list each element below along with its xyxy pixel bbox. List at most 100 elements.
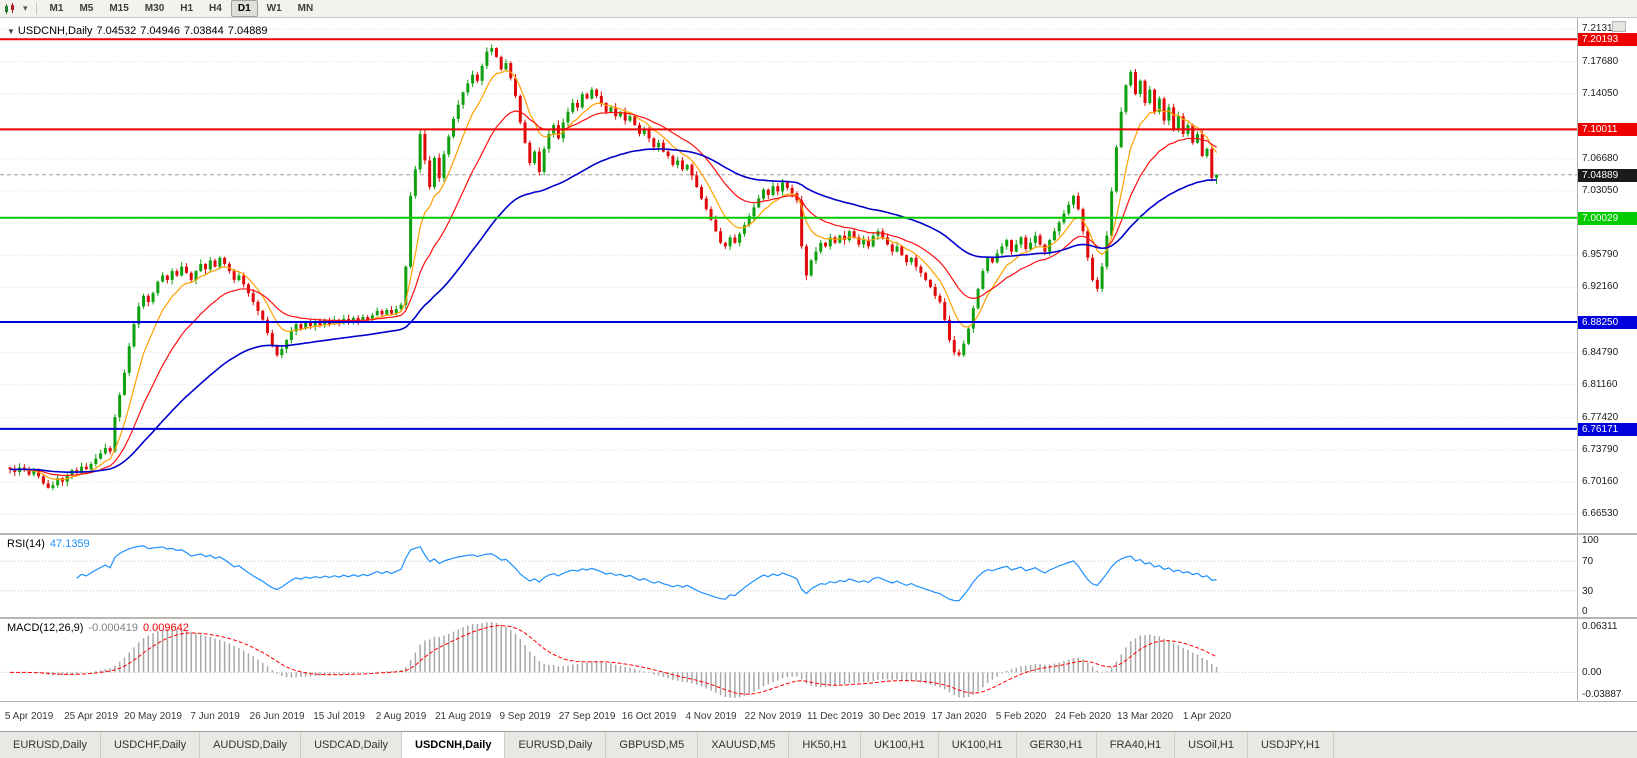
support-resistance-lines xyxy=(0,38,1577,430)
chart-tabbar: EURUSD,Daily USDCHF,Daily AUDUSD,Daily USDC… xyxy=(0,731,1637,758)
price-grid xyxy=(0,28,1577,515)
chart-tab-hk50-h1[interactable]: HK50,H1 xyxy=(789,732,862,758)
price-chart-canvas[interactable] xyxy=(0,18,1577,533)
date-label: 30 Dec 2019 xyxy=(868,711,926,722)
timeframe-toolbar: ▾ M1 M5 M15 M30 H1 H4 D1 W1 MN xyxy=(0,0,1637,18)
rsi-line xyxy=(76,545,1217,602)
price-tick: 7.14050 xyxy=(1582,87,1619,99)
date-label: 4 Nov 2019 xyxy=(685,711,737,722)
chart-tab-usdcad-daily[interactable]: USDCAD,Daily xyxy=(301,732,403,758)
panel-splitter[interactable] xyxy=(0,617,1637,619)
macd-main-value: -0.000419 xyxy=(88,622,138,634)
date-label: 20 May 2019 xyxy=(124,711,182,722)
level-price-badge: 7.00029 xyxy=(1578,211,1637,225)
chart-tab-uk100-h1[interactable]: UK100,H1 xyxy=(861,732,939,758)
price-tick: 6.95790 xyxy=(1582,249,1619,261)
timeframe-button-m5[interactable]: M5 xyxy=(79,3,94,14)
date-label: 7 Jun 2019 xyxy=(190,711,240,722)
rsi-header: RSI(14) 47.1359 xyxy=(7,538,95,550)
price-tick: 6.84790 xyxy=(1582,346,1619,358)
current-price-badge: 7.04889 xyxy=(1578,168,1637,182)
rsi-panel[interactable]: RSI(14) 47.1359 100 70 30 0 xyxy=(0,535,1637,617)
timeframe-button-d1[interactable]: D1 xyxy=(230,0,258,17)
date-label: 22 Nov 2019 xyxy=(744,711,802,722)
timeframe-button-h1[interactable]: H1 xyxy=(180,3,194,14)
chart-tab-xauusd-m5[interactable]: XAUUSD,M5 xyxy=(698,732,790,758)
date-label: 9 Sep 2019 xyxy=(499,711,551,722)
price-chart-panel[interactable]: ▼ USDCNH,Daily 7.04532 7.04946 7.03844 7.0488… xyxy=(0,18,1637,533)
price-tick: 6.70160 xyxy=(1582,476,1619,488)
panel-splitter[interactable] xyxy=(0,533,1637,535)
date-label: 24 Feb 2020 xyxy=(1054,711,1112,722)
rsi-tick: 0 xyxy=(1582,606,1588,617)
price-tick: 7.03050 xyxy=(1582,184,1619,196)
chart-tab-fra40-h1[interactable]: FRA40,H1 xyxy=(1096,732,1176,758)
chart-title-caret-icon: ▼ xyxy=(7,27,15,36)
chart-tab-usoil-h1[interactable]: USOil,H1 xyxy=(1175,732,1248,758)
rsi-tick: 100 xyxy=(1582,535,1599,546)
price-axis[interactable]: 7.213107.176807.140507.066807.030506.994… xyxy=(1577,18,1637,533)
ohlc-close: 7.04889 xyxy=(227,25,268,37)
date-label: 13 Mar 2020 xyxy=(1116,711,1174,722)
date-label: 2 Aug 2019 xyxy=(375,711,427,722)
level-price-badge: 7.20193 xyxy=(1578,33,1637,47)
macd-header: MACD(12,26,9) -0.000419 0.009642 xyxy=(7,622,194,634)
date-label: 16 Oct 2019 xyxy=(621,711,677,722)
date-label: 5 Feb 2020 xyxy=(995,711,1047,722)
timeframe-button-m1[interactable]: M1 xyxy=(49,3,64,14)
timeframe-button-mn[interactable]: MN xyxy=(297,3,314,14)
toolbar-separator xyxy=(35,2,37,15)
price-tick: 7.06680 xyxy=(1582,152,1619,164)
chart-tab-audusd-daily[interactable]: AUDUSD,Daily xyxy=(200,732,302,758)
date-label: 1 Apr 2020 xyxy=(1182,711,1232,722)
macd-histogram xyxy=(14,622,1218,698)
chart-tab-eurusd-daily[interactable]: EURUSD,Daily xyxy=(0,732,101,758)
macd-tick: 0.06311 xyxy=(1582,621,1618,632)
timeframe-button-m30[interactable]: M30 xyxy=(144,3,165,14)
rsi-axis[interactable]: 100 70 30 0 xyxy=(1577,535,1637,617)
macd-canvas[interactable] xyxy=(0,619,1577,701)
chevron-down-icon[interactable]: ▾ xyxy=(23,3,28,13)
macd-axis[interactable]: 0.06311 0.00 -0.03887 xyxy=(1577,619,1637,701)
candles xyxy=(8,44,1219,491)
chart-tab-ger30-h1[interactable]: GER30,H1 xyxy=(1016,732,1097,758)
chart-symbol-label: USDCNH,Daily xyxy=(17,25,93,37)
rsi-tick: 30 xyxy=(1582,585,1594,597)
chart-shift-button[interactable] xyxy=(1612,21,1626,32)
chart-tab-usdjpy-h1[interactable]: USDJPY,H1 xyxy=(1247,732,1335,758)
rsi-tick: 70 xyxy=(1582,556,1594,568)
rsi-label: RSI(14) xyxy=(7,538,45,550)
timeframe-button-h4[interactable]: H4 xyxy=(209,3,222,14)
chart-tab-usdcnh-daily[interactable]: USDCNH,Daily xyxy=(402,732,506,758)
moving-average-20 xyxy=(9,110,1217,477)
price-tick: 6.73790 xyxy=(1582,443,1619,455)
date-label: 15 Jul 2019 xyxy=(313,711,365,722)
chart-tab-usdchf-daily[interactable]: USDCHF,Daily xyxy=(100,732,201,758)
macd-panel[interactable]: MACD(12,26,9) -0.000419 0.009642 0.06311 0.… xyxy=(0,619,1637,701)
chart-candles-icon[interactable] xyxy=(3,2,17,15)
level-price-badge: 6.76171 xyxy=(1578,422,1637,436)
date-label: 11 Dec 2019 xyxy=(807,711,864,722)
date-label: 27 Sep 2019 xyxy=(558,711,616,722)
level-price-badge: 6.88250 xyxy=(1578,315,1637,329)
ohlc-high: 7.04946 xyxy=(140,25,181,37)
price-tick: 6.66530 xyxy=(1582,508,1619,520)
chart-tab-uk100-h1[interactable]: UK100,H1 xyxy=(938,732,1017,758)
macd-signal-line xyxy=(10,625,1217,695)
time-axis[interactable]: 5 Apr 2019 25 Apr 2019 20 May 2019 7 Jun 20… xyxy=(0,701,1637,731)
level-price-badge: 7.10011 xyxy=(1578,123,1637,137)
chart-tab-eurusd-daily[interactable]: EURUSD,Daily xyxy=(505,732,607,758)
date-label: 25 Apr 2019 xyxy=(64,711,119,722)
rsi-value: 47.1359 xyxy=(49,538,90,550)
date-label: 21 Aug 2019 xyxy=(434,711,492,722)
rsi-canvas[interactable] xyxy=(0,535,1577,617)
date-label: 26 Jun 2019 xyxy=(249,711,305,722)
timeframe-button-m15[interactable]: M15 xyxy=(109,3,129,14)
price-tick: 6.77420 xyxy=(1582,411,1619,423)
ohlc-low: 7.03844 xyxy=(184,25,224,37)
macd-tick: 0.00 xyxy=(1582,667,1602,679)
chart-title: ▼ USDCNH,Daily 7.04532 7.04946 7.03844 7.0488… xyxy=(7,25,272,37)
timeframe-button-w1[interactable]: W1 xyxy=(266,3,282,14)
date-label: 5 Apr 2019 xyxy=(4,711,54,722)
chart-tab-gbpusd-m5[interactable]: GBPUSD,M5 xyxy=(606,732,699,758)
